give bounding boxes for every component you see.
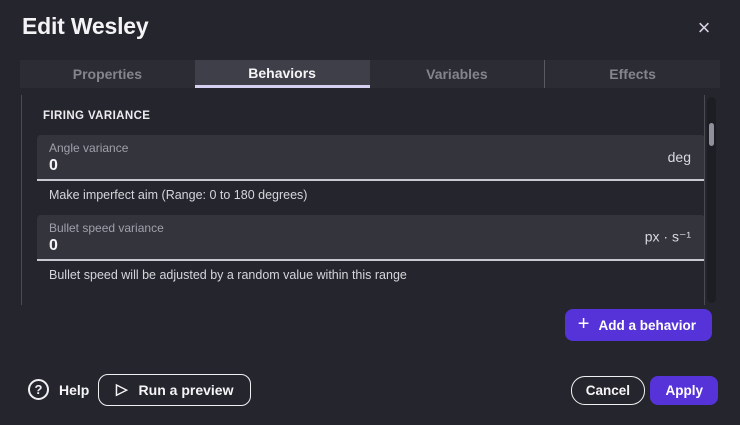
help-icon: ? <box>28 379 49 400</box>
apply-button[interactable]: Apply <box>650 376 718 405</box>
tab-properties[interactable]: Properties <box>72 66 142 82</box>
play-icon: ▷ <box>116 381 128 398</box>
tab-variables[interactable]: Variables <box>370 60 546 88</box>
bullet-speed-variance-helper: Bullet speed will be adjusted by a rando… <box>49 268 407 282</box>
add-behavior-label: Add a behavior <box>598 317 696 333</box>
bullet-speed-variance-label: Bullet speed variance <box>49 221 164 235</box>
cancel-button[interactable]: Cancel <box>570 376 645 405</box>
angle-variance-field[interactable]: Angle variance deg <box>37 135 704 181</box>
tab-effects[interactable]: Effects <box>609 66 656 82</box>
add-behavior-button[interactable]: + Add a behavior <box>564 309 712 341</box>
help-button[interactable]: ? Help <box>28 379 89 400</box>
close-icon[interactable]: × <box>697 15 711 40</box>
scrollbar-track[interactable] <box>707 97 716 303</box>
page-title: Edit Wesley <box>22 13 149 39</box>
bullet-speed-variance-field[interactable]: Bullet speed variance px · s⁻¹ <box>37 215 704 261</box>
bullet-speed-variance-input[interactable] <box>49 237 549 255</box>
scrollbar-thumb[interactable] <box>709 123 714 146</box>
run-preview-button[interactable]: ▷ Run a preview <box>98 374 252 406</box>
tab-behaviors[interactable]: Behaviors <box>194 60 370 88</box>
help-label: Help <box>59 381 90 398</box>
angle-variance-unit: deg <box>667 149 691 165</box>
angle-variance-label: Angle variance <box>49 141 129 155</box>
behaviors-panel: FIRING VARIANCE Angle variance deg Make … <box>21 95 705 305</box>
tab-bar: Properties Behaviors Variables Effects <box>20 60 720 88</box>
field-angle-variance: Angle variance deg Make imperfect aim (R… <box>22 135 704 202</box>
run-preview-label: Run a preview <box>138 382 234 398</box>
bullet-speed-variance-unit: px · s⁻¹ <box>644 228 691 245</box>
field-bullet-speed-variance: Bullet speed variance px · s⁻¹ Bullet sp… <box>22 215 704 282</box>
plus-icon: + <box>577 313 590 335</box>
angle-variance-helper: Make imperfect aim (Range: 0 to 180 degr… <box>49 188 308 202</box>
angle-variance-input[interactable] <box>49 157 549 175</box>
section-heading: FIRING VARIANCE <box>43 110 151 122</box>
